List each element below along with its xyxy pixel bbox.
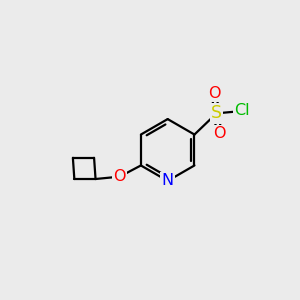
Text: O: O [208, 86, 220, 101]
Text: Cl: Cl [235, 103, 250, 118]
Text: O: O [113, 169, 126, 184]
Text: S: S [211, 104, 222, 122]
Text: O: O [213, 126, 225, 141]
Text: N: N [162, 173, 174, 188]
